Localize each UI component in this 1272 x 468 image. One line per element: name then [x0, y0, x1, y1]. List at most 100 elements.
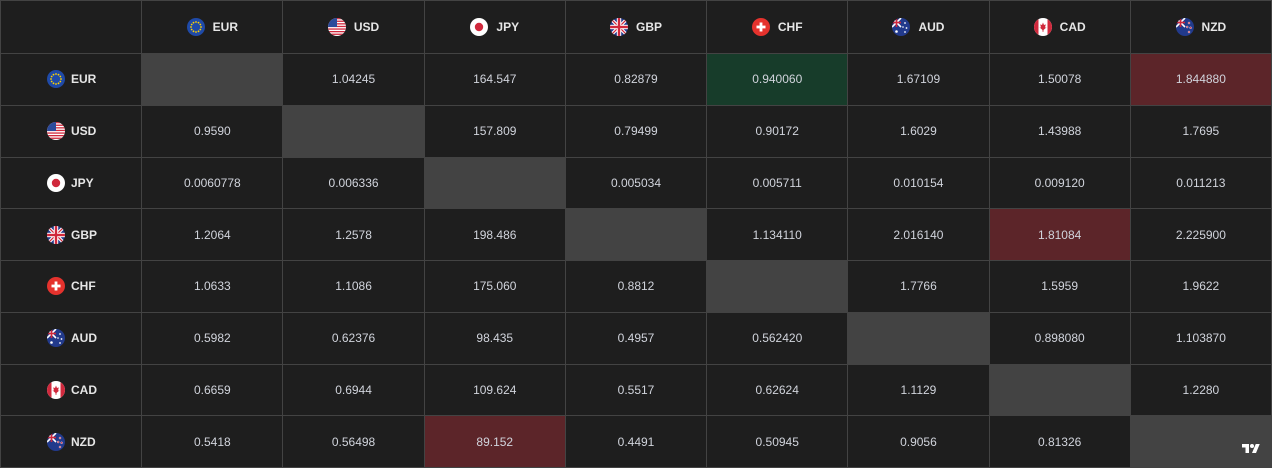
rate-cell-gbp-aud[interactable]: 2.016140 [848, 209, 989, 260]
rate-cell-nzd-eur[interactable]: 0.5418 [142, 416, 283, 467]
rate-cell-usd-cad[interactable]: 1.43988 [989, 105, 1130, 157]
rate-cell-aud-usd[interactable]: 0.62376 [283, 312, 424, 364]
rate-cell-gbp-eur[interactable]: 1.2064 [142, 209, 283, 260]
rate-value: 0.562420 [752, 331, 803, 346]
tradingview-logo-icon[interactable] [1240, 442, 1262, 456]
column-header-label: GBP [635, 20, 662, 34]
rate-cell-usd-jpy[interactable]: 157.809 [424, 105, 565, 157]
rate-cell-gbp-chf[interactable]: 1.134110 [707, 209, 848, 260]
rate-cell-cad-usd[interactable]: 0.6944 [283, 364, 424, 416]
row-header-nzd[interactable]: NZD [1, 416, 142, 467]
rate-cell-cad-gbp[interactable]: 0.5517 [565, 364, 707, 416]
row-header-gbp[interactable]: GBP [1, 209, 142, 260]
rate-cell-aud-cad[interactable]: 0.898080 [989, 312, 1130, 364]
rate-cell-nzd-aud[interactable]: 0.9056 [848, 416, 989, 467]
rate-cell-aud-gbp[interactable]: 0.4957 [565, 312, 707, 364]
column-header-aud[interactable]: AUD [848, 1, 989, 53]
rate-cell-eur-cad[interactable]: 1.50078 [989, 54, 1130, 105]
rate-cell-nzd-chf[interactable]: 0.50945 [707, 416, 848, 467]
column-header-cad[interactable]: CAD [989, 1, 1130, 53]
rate-cell-chf-nzd[interactable]: 1.9622 [1130, 261, 1271, 312]
rate-cell-chf-jpy[interactable]: 175.060 [424, 261, 565, 312]
rate-value: 0.50945 [755, 434, 799, 449]
column-header-usd[interactable]: USD [283, 1, 424, 53]
rate-cell-cad-jpy[interactable]: 109.624 [424, 364, 565, 416]
ca-flag-icon [47, 380, 65, 399]
rate-cell-gbp-cad[interactable]: 1.81084 [989, 209, 1130, 260]
row-header-label: GBP [71, 227, 98, 242]
rate-value: 0.56498 [331, 434, 376, 449]
column-header-label: USD [353, 20, 380, 34]
rate-cell-eur-usd[interactable]: 1.04245 [283, 54, 424, 105]
rate-cell-usd-chf[interactable]: 0.90172 [707, 105, 848, 157]
rate-cell-eur-jpy[interactable]: 164.547 [424, 54, 565, 105]
rate-cell-jpy-nzd[interactable]: 0.011213 [1130, 157, 1271, 209]
rate-cell-gbp-jpy[interactable]: 198.486 [424, 209, 565, 260]
rate-cell-jpy-usd[interactable]: 0.006336 [283, 157, 424, 209]
rate-value: 0.4491 [617, 434, 655, 449]
rate-cell-aud-nzd[interactable]: 1.103870 [1130, 312, 1271, 364]
column-header-label: CAD [1059, 20, 1086, 34]
rate-cell-eur-nzd[interactable]: 1.844880 [1130, 54, 1271, 105]
row-header-label: EUR [71, 72, 97, 87]
row-header-label: CAD [71, 382, 97, 397]
column-header-eur[interactable]: EUR [142, 1, 283, 53]
rate-cell-nzd-cad[interactable]: 0.81326 [989, 416, 1130, 467]
rate-cell-gbp-nzd[interactable]: 2.225900 [1130, 209, 1271, 260]
row-header-aud[interactable]: AUD [1, 312, 142, 364]
rate-cell-eur-aud[interactable]: 1.67109 [848, 54, 989, 105]
row-header-cad[interactable]: CAD [1, 364, 142, 416]
rate-cell-usd-gbp[interactable]: 0.79499 [565, 105, 707, 157]
rate-value: 0.9590 [193, 124, 231, 139]
rate-cell-cad-aud[interactable]: 1.1129 [848, 364, 989, 416]
jp-flag-icon [47, 173, 65, 192]
rate-value: 1.9622 [1182, 279, 1220, 294]
rate-cell-chf-eur[interactable]: 1.0633 [142, 261, 283, 312]
rate-value: 1.2064 [193, 227, 231, 242]
rate-value: 0.6659 [193, 382, 231, 397]
column-header-jpy[interactable]: JPY [424, 1, 565, 53]
rate-cell-cad-eur[interactable]: 0.6659 [142, 364, 283, 416]
rate-cell-chf-usd[interactable]: 1.1086 [283, 261, 424, 312]
row-header-eur[interactable]: EUR [1, 54, 142, 105]
rate-cell-jpy-eur[interactable]: 0.0060778 [142, 157, 283, 209]
rate-cell-nzd-usd[interactable]: 0.56498 [283, 416, 424, 467]
rate-value: 1.43988 [1037, 124, 1082, 139]
rate-cell-eur-chf[interactable]: 0.940060 [707, 54, 848, 105]
nz-flag-icon [1175, 18, 1194, 36]
rate-cell-jpy-aud[interactable]: 0.010154 [848, 157, 989, 209]
rate-cell-aud-eur[interactable]: 0.5982 [142, 312, 283, 364]
rate-cell-aud-jpy[interactable]: 98.435 [424, 312, 565, 364]
rate-cell-eur-gbp[interactable]: 0.82879 [565, 54, 707, 105]
rate-cell-jpy-gbp[interactable]: 0.005034 [565, 157, 707, 209]
rate-cell-gbp-usd[interactable]: 1.2578 [283, 209, 424, 260]
rate-cell-chf-cad[interactable]: 1.5959 [989, 261, 1130, 312]
rate-cell-usd-nzd[interactable]: 1.7695 [1130, 105, 1271, 157]
rate-cell-empty [707, 261, 848, 312]
rate-value: 1.6029 [900, 124, 937, 139]
rate-value: 0.010154 [893, 175, 944, 190]
rate-cell-nzd-gbp[interactable]: 0.4491 [565, 416, 707, 467]
row-header-chf[interactable]: CHF [1, 261, 142, 312]
rate-cell-chf-gbp[interactable]: 0.8812 [565, 261, 707, 312]
rate-value: 0.006336 [328, 175, 379, 190]
row-header-jpy[interactable]: JPY [1, 157, 142, 209]
column-header-nzd[interactable]: NZD [1130, 1, 1271, 53]
rate-cell-aud-chf[interactable]: 0.562420 [707, 312, 848, 364]
rate-value: 0.5418 [193, 434, 231, 449]
rate-cell-chf-aud[interactable]: 1.7766 [848, 261, 989, 312]
rate-value: 1.134110 [752, 227, 802, 242]
column-header-gbp[interactable]: GBP [565, 1, 707, 53]
rate-cell-jpy-chf[interactable]: 0.005711 [707, 157, 848, 209]
rate-value: 0.5517 [617, 382, 655, 397]
rate-value: 198.486 [473, 227, 517, 242]
rate-cell-cad-nzd[interactable]: 1.2280 [1130, 364, 1271, 416]
rate-cell-cad-chf[interactable]: 0.62624 [707, 364, 848, 416]
column-header-chf[interactable]: CHF [707, 1, 848, 53]
rate-cell-usd-eur[interactable]: 0.9590 [142, 105, 283, 157]
rate-value: 2.225900 [1175, 227, 1226, 242]
rate-cell-usd-aud[interactable]: 1.6029 [848, 105, 989, 157]
row-header-usd[interactable]: USD [1, 105, 142, 157]
rate-cell-nzd-jpy[interactable]: 89.152 [424, 416, 565, 467]
rate-cell-jpy-cad[interactable]: 0.009120 [989, 157, 1130, 209]
